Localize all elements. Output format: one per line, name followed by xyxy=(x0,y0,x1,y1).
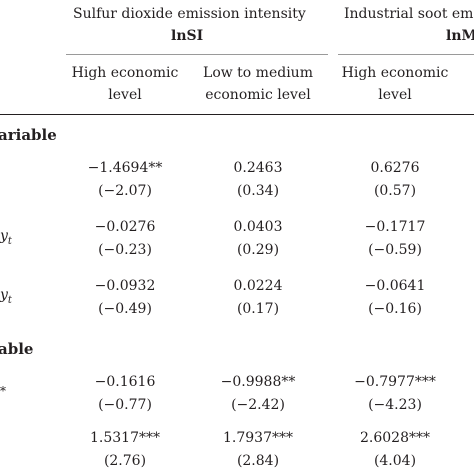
table-cell: 1.7937*** xyxy=(223,430,293,446)
group1-title: Sulfur dioxide emission intensity xyxy=(73,6,306,22)
column-header-1-line2: level xyxy=(108,87,142,103)
header-divider-2 xyxy=(338,54,474,55)
table-cell: (−0.23) xyxy=(98,242,152,258)
row-label-2: yt xyxy=(0,228,12,247)
table-cell: −0.0276 xyxy=(94,219,156,235)
table-cell: −0.0641 xyxy=(364,278,426,294)
column-header-3-line2: level xyxy=(378,87,412,103)
table-cell: (0.57) xyxy=(373,183,417,199)
table-cell: (0.34) xyxy=(236,183,280,199)
table-cell: (−0.77) xyxy=(98,397,152,413)
column-header-1: High economic level xyxy=(60,62,190,106)
table-cell: (−0.49) xyxy=(98,301,152,317)
table-cell: 0.0403 xyxy=(233,219,283,235)
table-cell: 0.6276 xyxy=(370,160,420,176)
table-cell: (4.04) xyxy=(373,453,417,469)
section-label-1: ariable xyxy=(0,126,57,144)
row-label-2-sub: t xyxy=(7,235,12,247)
row-label-2-text: y xyxy=(0,228,8,244)
group2-title: Industrial soot em xyxy=(344,6,474,22)
table-cell: (−0.59) xyxy=(368,242,422,258)
table-cell: (−4.23) xyxy=(368,397,422,413)
table-cell: (−2.42) xyxy=(231,397,285,413)
table-cell: −0.1616 xyxy=(94,374,156,390)
column-header-3: High economic level xyxy=(330,62,460,106)
table-cell: (−2.07) xyxy=(98,183,152,199)
table-cell: (0.29) xyxy=(236,242,280,258)
table-cell: 0.0224 xyxy=(233,278,283,294)
table-cell: (2.76) xyxy=(103,453,147,469)
table-cell: −0.9988** xyxy=(220,374,296,390)
column-header-2-line1: Low to medium xyxy=(203,65,313,81)
table-cell: 1.5317*** xyxy=(90,430,160,446)
row-label-3: yt xyxy=(0,287,12,306)
table-cell: −1.4694** xyxy=(87,160,163,176)
column-header-3-line1: High economic xyxy=(341,65,449,81)
header-bottom-rule xyxy=(0,114,474,115)
column-header-2-line2: economic level xyxy=(205,87,311,103)
table-cell: 2.6028*** xyxy=(360,430,430,446)
row-label-3-sub: t xyxy=(7,294,12,306)
row-label-4: * xyxy=(0,384,6,398)
column-header-2: Low to medium economic level xyxy=(193,62,323,106)
table-cell: −0.0932 xyxy=(94,278,156,294)
group1-variable: lnSI xyxy=(171,28,204,44)
row-label-3-text: y xyxy=(0,287,8,303)
table-cell: 0.2463 xyxy=(233,160,283,176)
column-header-1-line1: High economic xyxy=(71,65,179,81)
table-cell: −0.7977*** xyxy=(354,374,436,390)
table-cell: (−0.16) xyxy=(368,301,422,317)
group2-variable: lnM xyxy=(446,28,474,44)
table-cell: −0.1717 xyxy=(364,219,426,235)
section-label-2: able xyxy=(0,340,34,358)
header-divider-1 xyxy=(66,54,328,55)
table-cell: (2.84) xyxy=(236,453,280,469)
table-cell: (0.17) xyxy=(236,301,280,317)
